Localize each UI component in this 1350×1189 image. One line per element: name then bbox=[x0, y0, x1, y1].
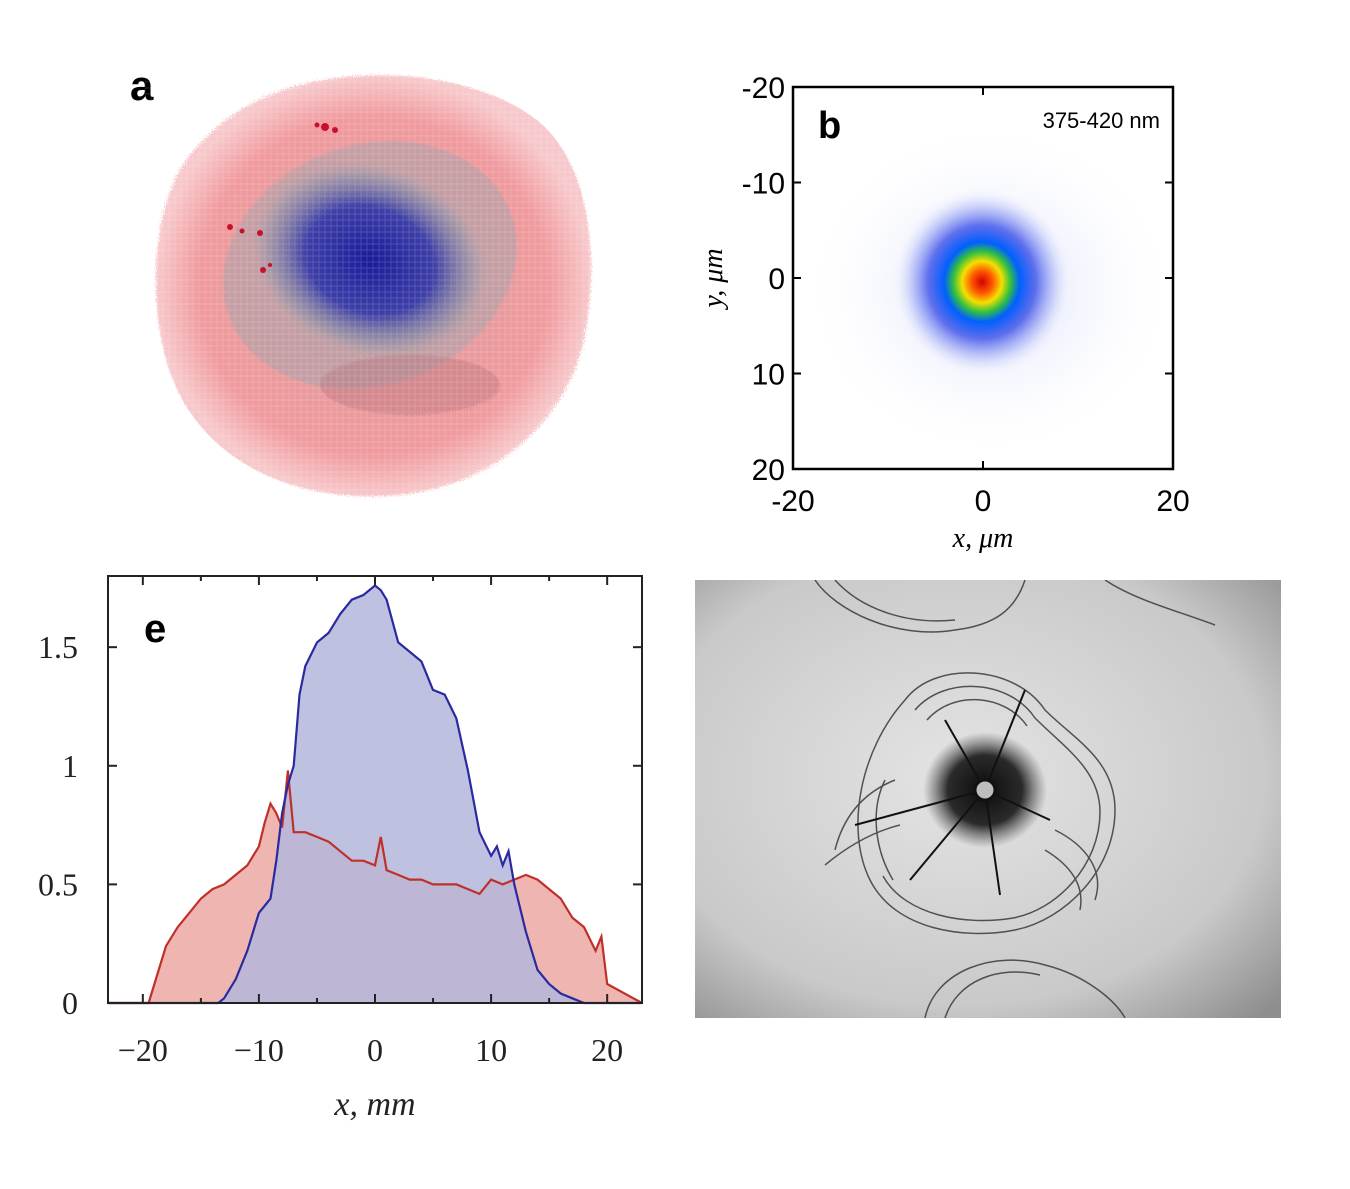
panel-e: −20 −10 0 10 20 0 0.5 1 1.5 e x, mm bbox=[20, 560, 680, 1140]
y-tick-label: 20 bbox=[752, 454, 785, 487]
x-axis-label: x, μm bbox=[952, 523, 1014, 554]
wavelength-label: 375-420 nm bbox=[1043, 108, 1160, 133]
radial-cracks bbox=[854, 689, 1051, 896]
line-red bbox=[108, 770, 643, 1005]
y-tick-label: -20 bbox=[742, 72, 785, 105]
y-tick-label: 1.5 bbox=[38, 629, 78, 665]
panel-a-image: a bbox=[130, 62, 605, 510]
x-tick-label: −10 bbox=[234, 1032, 284, 1068]
x-tick-label: 0 bbox=[975, 485, 992, 518]
y-tick-label: -10 bbox=[742, 168, 785, 201]
panel-b-label: b bbox=[818, 105, 841, 147]
y-tick-label: 1 bbox=[62, 748, 78, 784]
panel-e-chart: −20 −10 0 10 20 0 0.5 1 1.5 e x, mm bbox=[38, 575, 643, 1123]
crack-photo bbox=[695, 579, 1281, 1019]
dark-red-spots bbox=[227, 122, 338, 273]
panel-b: -20 0 20 -20 -10 0 10 20 b 375-420 nm x, μm y, … bbox=[690, 60, 1210, 570]
y-tick-label: 0 bbox=[768, 263, 785, 296]
crater-center bbox=[973, 778, 997, 802]
y-axis-label: y, μm bbox=[698, 248, 729, 310]
panel-a: a bbox=[130, 55, 610, 515]
x-tick-label: 20 bbox=[1156, 485, 1189, 518]
heatmap-spot bbox=[892, 187, 1072, 377]
x-tick-label: -20 bbox=[771, 485, 814, 518]
line-blue bbox=[108, 584, 642, 1005]
panel-e-label: e bbox=[144, 607, 166, 651]
x-tick-label: −20 bbox=[118, 1032, 168, 1068]
area-blue bbox=[108, 585, 642, 1003]
x-axis-label: x, mm bbox=[333, 1086, 415, 1123]
y-tick-label: 10 bbox=[752, 359, 785, 392]
x-tick-label: 10 bbox=[475, 1032, 507, 1068]
y-tick-label: 0.5 bbox=[38, 866, 78, 902]
x-tick-label: 20 bbox=[591, 1032, 623, 1068]
crack-photo-image bbox=[695, 579, 1281, 1019]
y-tick-label: 0 bbox=[62, 985, 78, 1021]
x-tick-label: 0 bbox=[367, 1032, 383, 1068]
fracture-lines bbox=[814, 579, 1216, 1019]
